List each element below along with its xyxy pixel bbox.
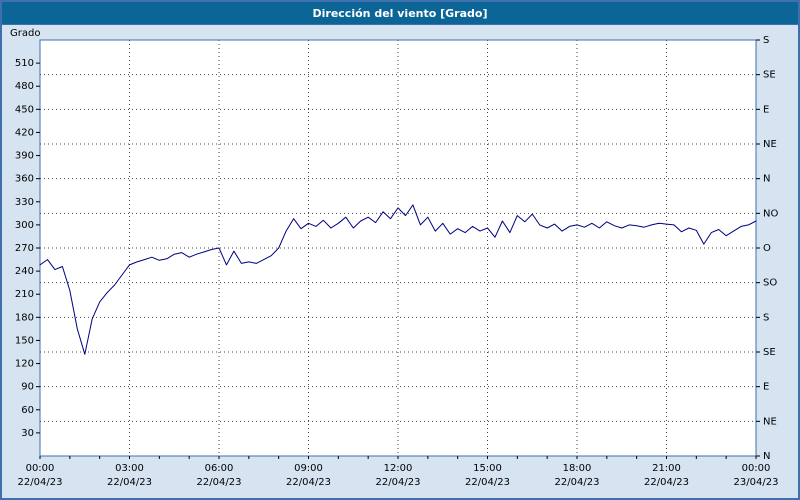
y-left-tick-label: 120 [15, 359, 34, 370]
y-left-tick-label: 60 [21, 405, 34, 416]
y-left-tick-label: 390 [15, 151, 34, 162]
y-axis-title: Grado [10, 28, 40, 39]
x-time-label: 06:00 [205, 463, 234, 474]
x-date-label: 22/04/23 [465, 477, 510, 488]
y-left-tick-label: 510 [15, 58, 34, 69]
x-time-label: 00:00 [26, 463, 55, 474]
x-time-label: 18:00 [563, 463, 592, 474]
y-left-tick-label: 360 [15, 174, 34, 185]
y-right-tick-label: SE [763, 347, 776, 358]
y-right-tick-label: N [763, 174, 770, 185]
x-date-label: 22/04/23 [376, 477, 421, 488]
y-right-tick-label: N [763, 451, 770, 462]
y-left-tick-label: 90 [21, 382, 34, 393]
x-time-label: 12:00 [384, 463, 413, 474]
x-time-label: 03:00 [115, 463, 144, 474]
x-date-label: 22/04/23 [286, 477, 331, 488]
x-time-label: 15:00 [473, 463, 502, 474]
wind-direction-line [39, 204, 757, 355]
y-right-tick-label: SO [763, 278, 777, 289]
y-right-tick-label: NE [763, 139, 777, 150]
y-left-tick-label: 330 [15, 197, 34, 208]
y-left-tick-label: 150 [15, 335, 34, 346]
y-right-tick-label: S [763, 35, 769, 46]
y-right-tick-label: SE [763, 70, 776, 81]
chart-title: Dirección del viento [Grado] [312, 6, 488, 20]
chart-area: 30 60 90 120 150 180 210 240 270 300 330 360 390 420 4… [2, 25, 798, 500]
y-left-tick-label: 30 [21, 428, 34, 439]
y-left-tick-label: 300 [15, 220, 34, 231]
y-left-tick-label: 420 [15, 127, 34, 138]
x-date-label: 23/04/23 [734, 477, 779, 488]
x-date-label: 22/04/23 [18, 477, 63, 488]
y-right-tick-label: E [763, 104, 769, 115]
y-right-tick-label: E [763, 382, 769, 393]
x-time-label: 09:00 [294, 463, 323, 474]
y-left-tick-label: 210 [15, 289, 34, 300]
y-right-tick-label: NO [763, 208, 778, 219]
x-date-label: 22/04/23 [555, 477, 600, 488]
x-time-label: 00:00 [742, 463, 771, 474]
y-left-tick-label: 480 [15, 81, 34, 92]
x-date-label: 22/04/23 [644, 477, 689, 488]
x-date-label: 22/04/23 [197, 477, 242, 488]
y-right-tick-label: NE [763, 416, 777, 427]
y-left-tick-label: 270 [15, 243, 34, 254]
y-right-tick-label: S [763, 312, 769, 323]
title-bar: Dirección del viento [Grado] [2, 2, 798, 25]
wind-direction-chart: 30 60 90 120 150 180 210 240 270 300 330 360 390 420 4… [10, 28, 779, 488]
y-left-tick-label: 240 [15, 266, 34, 277]
y-left-tick-label: 450 [15, 104, 34, 115]
x-date-label: 22/04/23 [107, 477, 152, 488]
y-right-tick-label: O [763, 243, 771, 254]
x-time-label: 21:00 [652, 463, 681, 474]
y-left-tick-label: 180 [15, 312, 34, 323]
